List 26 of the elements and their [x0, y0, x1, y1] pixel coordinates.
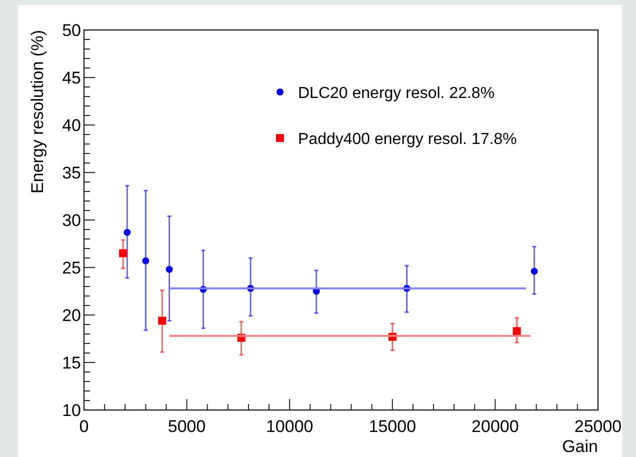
- point: [166, 266, 173, 273]
- point: [512, 327, 521, 336]
- y-tick-label: 50: [62, 21, 81, 40]
- x-tick-label: 5000: [168, 417, 206, 436]
- x-tick-label: 0: [79, 417, 89, 436]
- legend-label: Paddy400 energy resol. 17.8%: [298, 131, 517, 148]
- y-tick-label: 25: [62, 258, 81, 278]
- x-tick-label: 10000: [266, 417, 314, 436]
- x-axis-title: Gain: [562, 437, 598, 456]
- y-tick-label: 45: [62, 68, 81, 88]
- point: [530, 268, 538, 275]
- y-tick-label: 10: [62, 401, 81, 420]
- y-axis-title: Energy resolution (%): [28, 30, 47, 194]
- y-tick-label: 35: [62, 164, 81, 182]
- point: [119, 249, 128, 258]
- legend-label: DLC20 energy resol. 22.8%: [298, 85, 495, 102]
- y-tick-label: 40: [62, 116, 81, 135]
- point: [124, 228, 131, 236]
- point: [158, 316, 166, 325]
- y-tick-label: 15: [62, 354, 81, 372]
- point: [142, 257, 150, 264]
- x-tick-label: 25000: [574, 417, 622, 436]
- y-tick-label: 20: [62, 306, 81, 325]
- x-tick-label: 20000: [472, 417, 519, 436]
- x-tick-label: 15000: [368, 417, 416, 436]
- y-tick-label: 30: [62, 211, 81, 230]
